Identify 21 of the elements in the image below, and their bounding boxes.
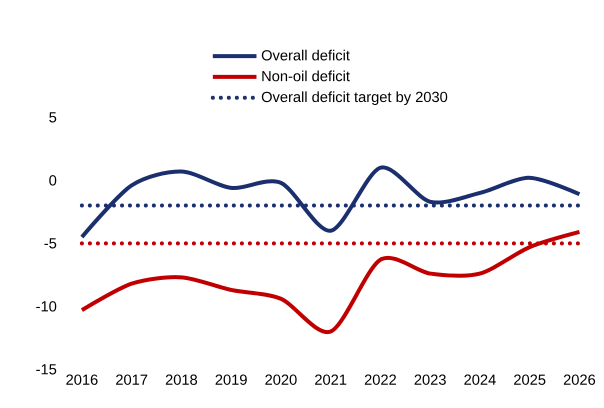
y-tick-label: -10 — [36, 301, 56, 312]
legend-label: Non-oil deficit — [262, 70, 350, 82]
y-tick-label: -5 — [44, 238, 56, 248]
x-tick-label: 2017 — [116, 374, 148, 385]
legend-label: Overall deficit — [262, 50, 350, 60]
x-tick-label: 2016 — [66, 374, 98, 385]
x-tick-label: 2020 — [265, 374, 297, 385]
y-tick-label: 0 — [49, 175, 56, 186]
legend-label: Overall deficit target by 2030 — [262, 91, 448, 106]
x-tick-label: 2026 — [564, 374, 596, 385]
x-tick-label: 2023 — [414, 374, 446, 385]
x-tick-label: 2022 — [364, 374, 396, 385]
x-tick-label: 2018 — [166, 374, 198, 385]
x-tick-label: 2021 — [315, 374, 346, 385]
x-tick-label: 2025 — [514, 374, 546, 385]
x-tick-label: 2019 — [216, 374, 247, 385]
line-series — [80, 230, 582, 334]
y-tick-label: -15 — [36, 364, 56, 374]
y-tick-label: 5 — [49, 112, 56, 122]
x-tick-label: 2024 — [464, 374, 496, 385]
line-series — [80, 166, 582, 240]
